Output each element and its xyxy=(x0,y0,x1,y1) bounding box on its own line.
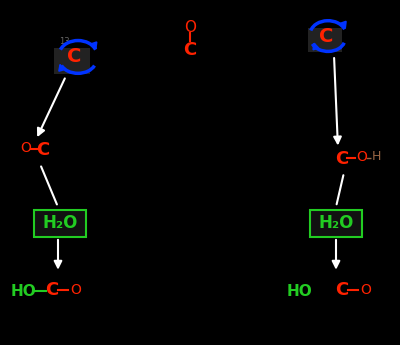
Text: C: C xyxy=(335,281,349,299)
Text: C: C xyxy=(183,41,197,59)
Text: H₂O: H₂O xyxy=(42,214,78,231)
Text: C: C xyxy=(67,47,81,67)
Text: HO: HO xyxy=(287,284,313,299)
Text: O: O xyxy=(20,141,32,155)
Bar xyxy=(308,28,342,52)
Text: C: C xyxy=(36,141,50,159)
Text: O: O xyxy=(360,283,372,297)
Text: C: C xyxy=(45,281,59,299)
Text: O: O xyxy=(356,150,367,164)
Text: 13: 13 xyxy=(59,37,69,46)
Text: HO: HO xyxy=(11,284,37,299)
Bar xyxy=(54,48,90,74)
Text: H: H xyxy=(371,150,381,164)
Text: O: O xyxy=(184,20,196,35)
Text: H₂O: H₂O xyxy=(318,214,354,231)
FancyBboxPatch shape xyxy=(310,210,362,237)
Text: C: C xyxy=(319,27,333,46)
FancyBboxPatch shape xyxy=(34,210,86,237)
Text: O: O xyxy=(70,283,82,297)
Text: C: C xyxy=(335,150,349,168)
